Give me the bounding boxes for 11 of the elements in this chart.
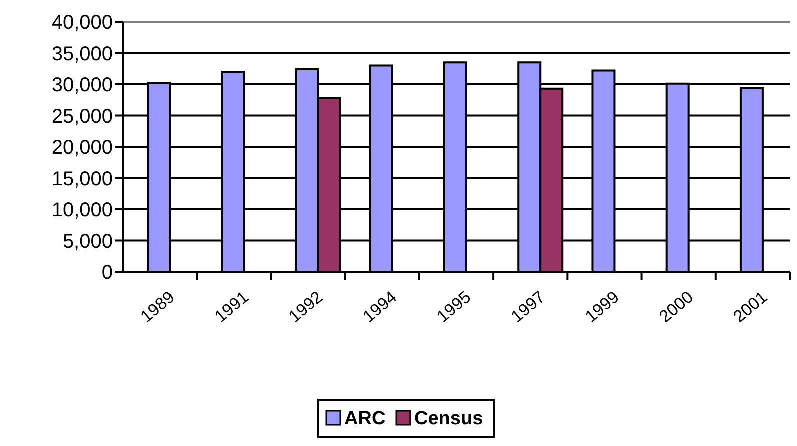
y-tick-label: 40,000 bbox=[52, 12, 113, 34]
legend-label: Census bbox=[414, 408, 484, 430]
y-tick-label: 20,000 bbox=[52, 137, 113, 159]
y-tick-label: 10,000 bbox=[52, 200, 113, 222]
y-tick-label: 0 bbox=[102, 262, 113, 284]
y-tick-label: 15,000 bbox=[52, 168, 113, 190]
y-tick-label: 30,000 bbox=[52, 74, 113, 96]
legend-label: ARC bbox=[344, 408, 386, 430]
y-tick-label: 5,000 bbox=[62, 230, 113, 253]
y-tick-label: 25,000 bbox=[52, 106, 113, 128]
y-tick-label: 35,000 bbox=[52, 43, 113, 66]
